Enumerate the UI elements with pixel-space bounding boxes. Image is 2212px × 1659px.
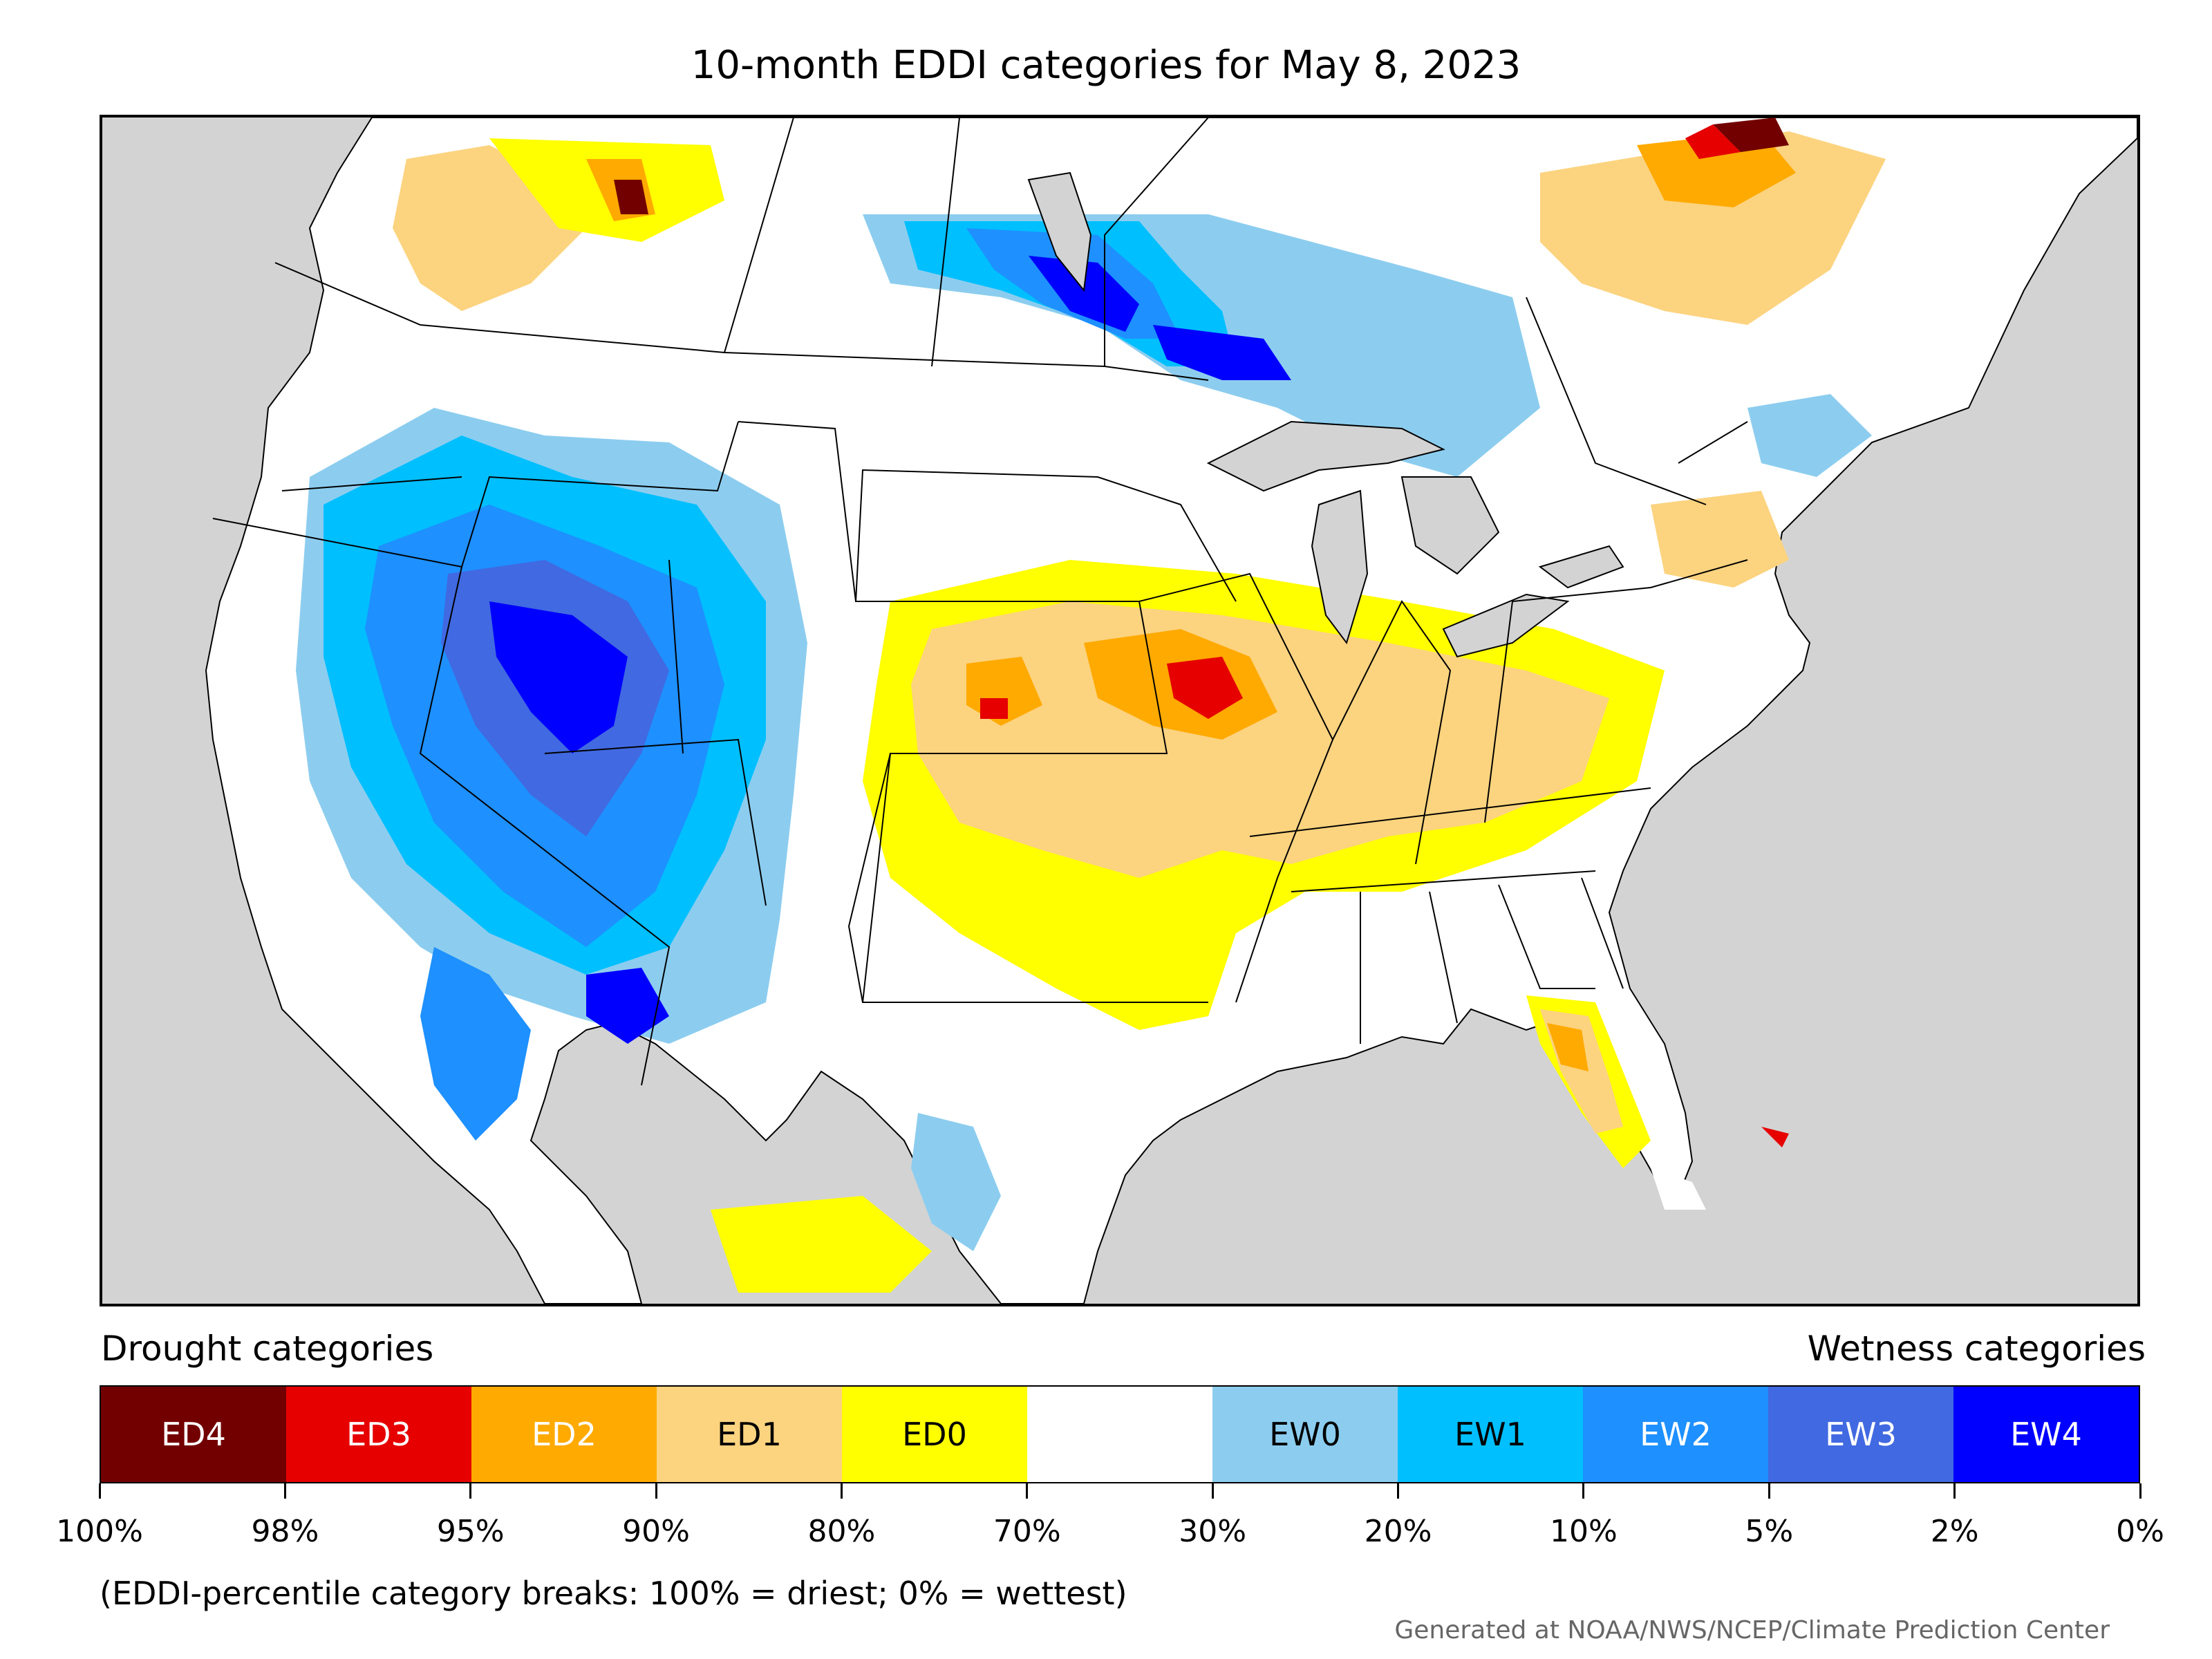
colorbar-tick [469, 1483, 472, 1499]
legend-swatch: ED0 [842, 1387, 1027, 1482]
colorbar-tick [1768, 1483, 1770, 1499]
colorbar-tick [840, 1483, 843, 1499]
colorbar-tick-label: 5% [1745, 1514, 1794, 1549]
caribbean-islands [1651, 1127, 1789, 1210]
boundaries [212, 118, 1748, 1086]
legend-swatch: ED2 [471, 1387, 657, 1482]
colorbar-tick-label: 2% [1930, 1514, 1979, 1549]
legend-swatch: ED1 [657, 1387, 842, 1482]
colorbar-tick [1953, 1483, 1956, 1499]
colorbar-tick-label: 10% [1550, 1514, 1618, 1549]
wetness-areas [296, 214, 1872, 1251]
colorbar-tick-label: 0% [2116, 1514, 2164, 1549]
credit-text: Generated at NOAA/NWS/NCEP/Climate Predi… [1394, 1616, 2110, 1644]
drought-categories-heading: Drought categories [101, 1329, 434, 1369]
wetness-categories-heading: Wetness categories [1807, 1329, 2146, 1369]
colorbar-tick [1582, 1483, 1585, 1499]
colorbar-tick [1397, 1483, 1400, 1499]
colorbar-tick-label: 90% [622, 1514, 690, 1549]
colorbar-tick-label: 70% [993, 1514, 1061, 1549]
legend-swatch: ED4 [101, 1387, 286, 1482]
drought-areas [393, 118, 1886, 1293]
colorbar-tick-label: 80% [807, 1514, 876, 1549]
legend-swatch: EW1 [1398, 1387, 1583, 1482]
legend-swatch: EW3 [1768, 1387, 1953, 1482]
colorbar-tick-label: 95% [436, 1514, 505, 1549]
category-breaks-note: (EDDI-percentile category breaks: 100% =… [100, 1575, 1127, 1612]
category-colorbar: ED4 ED3 ED2 ED1 ED0 EW0 EW1 EW2 EW3 EW4 [100, 1385, 2140, 1483]
colorbar-tick-label: 30% [1179, 1514, 1247, 1549]
legend-swatch: EW2 [1583, 1387, 1768, 1482]
great-lakes [1027, 171, 1624, 658]
colorbar-tick [2139, 1483, 2141, 1499]
map-title: 10-month EDDI categories for May 8, 2023 [691, 43, 1521, 88]
colorbar-tick [283, 1483, 286, 1499]
colorbar-tick [98, 1483, 101, 1499]
legend-swatch [1027, 1387, 1212, 1482]
colorbar-ticks [98, 1483, 2141, 1500]
colorbar-tick-label: 20% [1364, 1514, 1432, 1549]
legend-swatch: ED3 [286, 1387, 471, 1482]
colorbar-tick-label: 98% [251, 1514, 319, 1549]
eddi-map [100, 115, 2140, 1306]
legend-swatch: EW4 [1953, 1387, 2139, 1482]
colorbar-tick [655, 1483, 657, 1499]
colorbar-tick [1026, 1483, 1029, 1499]
colorbar-tick-label: 100% [56, 1514, 143, 1549]
colorbar-tick [1211, 1483, 1214, 1499]
legend-swatch: EW0 [1212, 1387, 1398, 1482]
